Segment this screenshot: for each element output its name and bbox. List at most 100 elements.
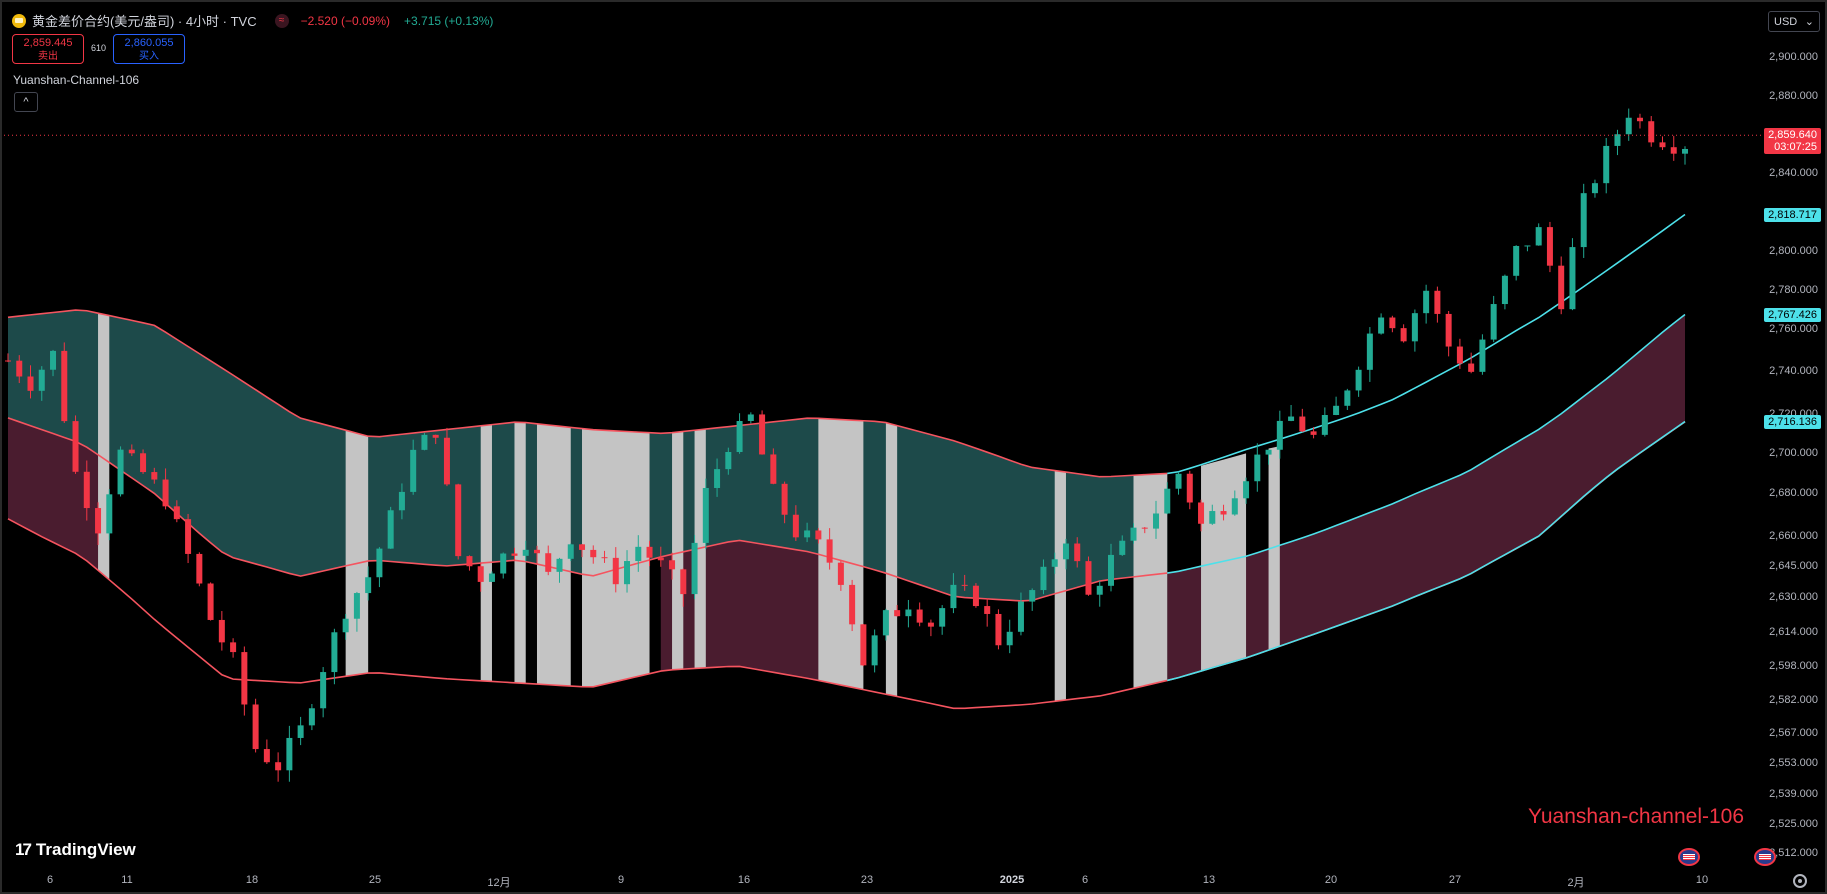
candle-body-111 bbox=[1254, 454, 1261, 482]
candle-body-142 bbox=[1603, 145, 1610, 184]
price-axis-label: 2,630.000 bbox=[1769, 591, 1818, 603]
lower-channel-cyan-line bbox=[1167, 420, 1686, 682]
candle-body-95 bbox=[1074, 543, 1081, 562]
candle-body-46 bbox=[522, 549, 529, 556]
gray-highlight-block-10 bbox=[1054, 470, 1066, 702]
candle-body-2 bbox=[27, 376, 34, 391]
lower-band-fill-middle bbox=[660, 540, 830, 683]
collapse-legend-button[interactable]: ^ bbox=[14, 92, 38, 112]
price-axis-label: 2,680.000 bbox=[1769, 487, 1818, 499]
extended-change: +3.715 (+0.13%) bbox=[404, 13, 494, 28]
candle-body-64 bbox=[725, 451, 732, 470]
candle-body-68 bbox=[770, 454, 777, 484]
candle-body-37 bbox=[421, 434, 428, 450]
candle-body-63 bbox=[714, 469, 721, 488]
candle-body-23 bbox=[263, 749, 270, 763]
candle-body-10 bbox=[117, 449, 124, 495]
candle-body-20 bbox=[230, 642, 237, 653]
candle-body-52 bbox=[590, 549, 597, 558]
candle-body-33 bbox=[376, 548, 383, 578]
candle-body-148 bbox=[1670, 147, 1677, 154]
candle-body-31 bbox=[353, 593, 360, 619]
us-flag-event-icon[interactable] bbox=[1678, 848, 1700, 866]
candle-body-12 bbox=[140, 453, 147, 473]
time-axis-label: 18 bbox=[245, 874, 259, 886]
price-axis-label: 2,900.000 bbox=[1769, 51, 1818, 63]
us-flag-event-icon-2[interactable] bbox=[1754, 848, 1776, 866]
upper-band-line bbox=[7, 309, 1168, 478]
candle-body-92 bbox=[1040, 566, 1047, 591]
candle-body-104 bbox=[1175, 473, 1182, 489]
candle-body-36 bbox=[410, 449, 417, 492]
gray-highlight-block-1 bbox=[345, 430, 369, 677]
candle-body-112 bbox=[1265, 449, 1272, 455]
candle-body-13 bbox=[151, 472, 158, 480]
candle-body-30 bbox=[342, 618, 349, 633]
candle-body-21 bbox=[241, 652, 248, 705]
candle-body-44 bbox=[500, 553, 507, 574]
candle-body-70 bbox=[792, 514, 799, 538]
candle-body-71 bbox=[804, 530, 811, 538]
exchange-badge-icon[interactable]: ≈ bbox=[274, 13, 289, 28]
candle-body-97 bbox=[1096, 585, 1103, 595]
price-change: −2.520 (−0.09%) bbox=[300, 13, 391, 28]
settings-icon[interactable] bbox=[1793, 874, 1807, 888]
candle-body-55 bbox=[624, 561, 631, 585]
candle-body-126 bbox=[1423, 290, 1430, 314]
candle-body-131 bbox=[1479, 339, 1486, 372]
candle-body-133 bbox=[1501, 275, 1508, 305]
candle-body-56 bbox=[635, 546, 642, 562]
candle-body-41 bbox=[466, 556, 473, 567]
candle-body-134 bbox=[1513, 245, 1520, 276]
time-axis-label: 11 bbox=[121, 874, 133, 886]
price-axis-label: 2,567.000 bbox=[1769, 727, 1818, 739]
candle-body-62 bbox=[702, 487, 709, 543]
time-axis-label: 16 bbox=[737, 874, 751, 886]
candle-body-99 bbox=[1119, 540, 1126, 555]
candle-body-25 bbox=[286, 737, 293, 771]
price-axis-label: 2,780.000 bbox=[1769, 284, 1818, 296]
candle-body-116 bbox=[1310, 431, 1317, 435]
lower-line-tag: 2,716.136 bbox=[1764, 414, 1821, 429]
candle-body-15 bbox=[173, 506, 180, 520]
gray-highlight-block-8 bbox=[818, 418, 864, 690]
candle-body-120 bbox=[1355, 369, 1362, 391]
time-axis-label: 20 bbox=[1324, 874, 1338, 886]
candle-body-137 bbox=[1546, 227, 1553, 266]
candle-body-140 bbox=[1580, 193, 1587, 248]
time-axis-label: 10 bbox=[1695, 874, 1709, 886]
price-axis-label: 2,880.000 bbox=[1769, 90, 1818, 102]
candle-body-94 bbox=[1062, 543, 1069, 560]
candle-body-108 bbox=[1220, 511, 1227, 515]
indicator-name[interactable]: Yuanshan-Channel-106 bbox=[13, 73, 140, 87]
candle-body-67 bbox=[759, 414, 766, 455]
candle-body-101 bbox=[1141, 527, 1148, 529]
candle-body-83 bbox=[939, 608, 946, 627]
gray-highlight-block-12 bbox=[1201, 453, 1247, 672]
chevron-down-icon: ⌄ bbox=[1804, 16, 1814, 28]
candle-body-88 bbox=[995, 613, 1002, 646]
currency-selector[interactable]: USD ⌄ bbox=[1768, 11, 1820, 32]
candle-body-74 bbox=[837, 562, 844, 585]
mid-line-tag: 2,767.426 bbox=[1764, 307, 1821, 322]
upper-channel-cyan-line bbox=[1167, 213, 1686, 475]
candle-body-130 bbox=[1468, 363, 1475, 372]
candle-body-129 bbox=[1456, 346, 1463, 364]
candle-body-19 bbox=[218, 619, 225, 643]
candle-body-139 bbox=[1569, 247, 1576, 310]
candle-body-27 bbox=[308, 708, 315, 726]
price-axis-label: 2,840.000 bbox=[1769, 167, 1818, 179]
candle-body-26 bbox=[297, 725, 304, 738]
sell-button[interactable]: 2,859.445 卖出 bbox=[12, 34, 84, 64]
time-axis-label: 25 bbox=[368, 874, 382, 886]
candle-body-109 bbox=[1231, 498, 1238, 515]
candle-body-39 bbox=[443, 437, 450, 485]
tradingview-logo[interactable]: 17 TradingView bbox=[15, 840, 136, 860]
candle-body-72 bbox=[815, 530, 822, 540]
right-channel-fill bbox=[1167, 314, 1685, 681]
buy-button[interactable]: 2,860.055 买入 bbox=[113, 34, 185, 64]
candle-body-86 bbox=[972, 585, 979, 607]
symbol-title[interactable]: 黄金差价合约(美元/盎司) · 4小时 · TVC bbox=[32, 14, 257, 29]
